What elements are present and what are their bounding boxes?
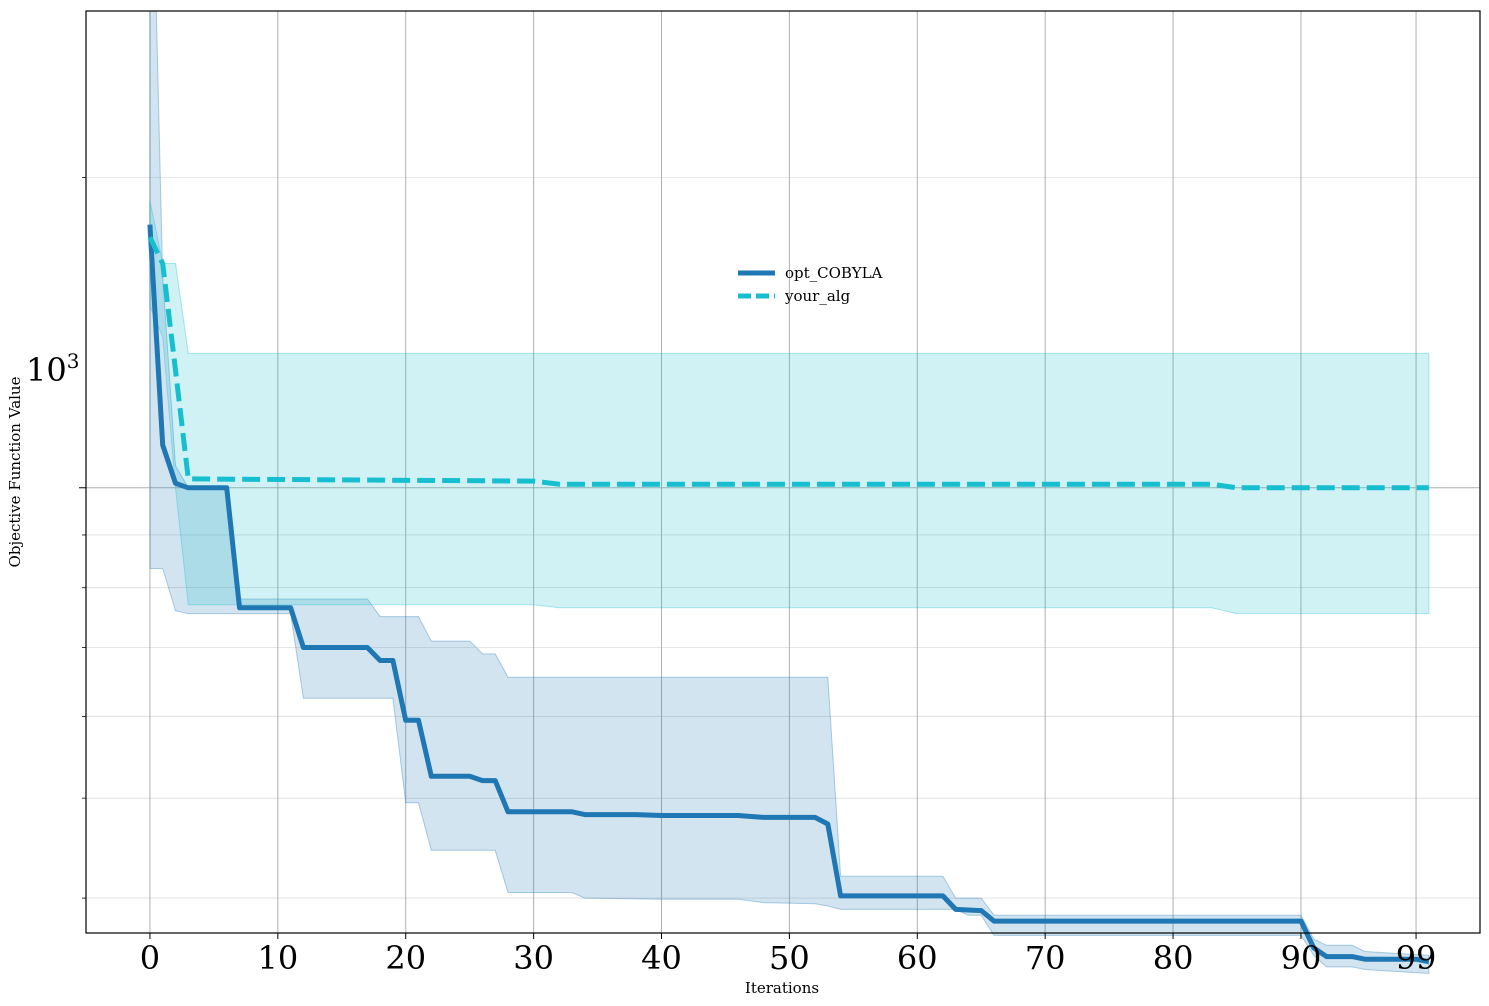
y-tick-label-1000: 103: [26, 349, 79, 389]
y-axis-label: Objective Function Value: [6, 376, 24, 567]
series-line-opt-cobyla: [147, 224, 1430, 965]
band-opt-cobyla: [149, 10, 1430, 975]
x-tick-labels: 0 10 20 30 40 50 60 70 80 90 99: [140, 939, 1437, 977]
x-tick-label-90: 90: [1281, 939, 1322, 977]
x-tick-label-30: 30: [513, 939, 554, 977]
x-tick-label-99: 99: [1396, 939, 1437, 977]
x-tick-label-10: 10: [257, 939, 298, 977]
series-lines: [147, 224, 1430, 965]
x-tick-label-60: 60: [897, 939, 938, 977]
legend-label-your-alg: your_alg: [784, 287, 851, 305]
x-tick-label-20: 20: [385, 939, 426, 977]
x-tick-label-70: 70: [1025, 939, 1066, 977]
legend-label-opt-cobyla: opt_COBYLA: [785, 264, 883, 282]
x-tick-label-50: 50: [769, 939, 810, 977]
legend: opt_COBYLA your_alg: [738, 264, 883, 305]
grid-lines: [86, 11, 1480, 933]
x-tick-label-0: 0: [140, 939, 160, 977]
series-line-your-alg: [147, 236, 1429, 491]
x-axis-label: Iterations: [745, 979, 819, 997]
y-tick-base: 10: [26, 351, 67, 389]
x-tick-label-80: 80: [1153, 939, 1194, 977]
band-your-alg: [149, 200, 1430, 615]
y-tick-exponent: 3: [67, 349, 80, 373]
plot-frame: [85, 10, 1481, 934]
axis-ticks: [79, 176, 1417, 939]
x-tick-label-40: 40: [641, 939, 682, 977]
confidence-bands: [149, 10, 1430, 975]
